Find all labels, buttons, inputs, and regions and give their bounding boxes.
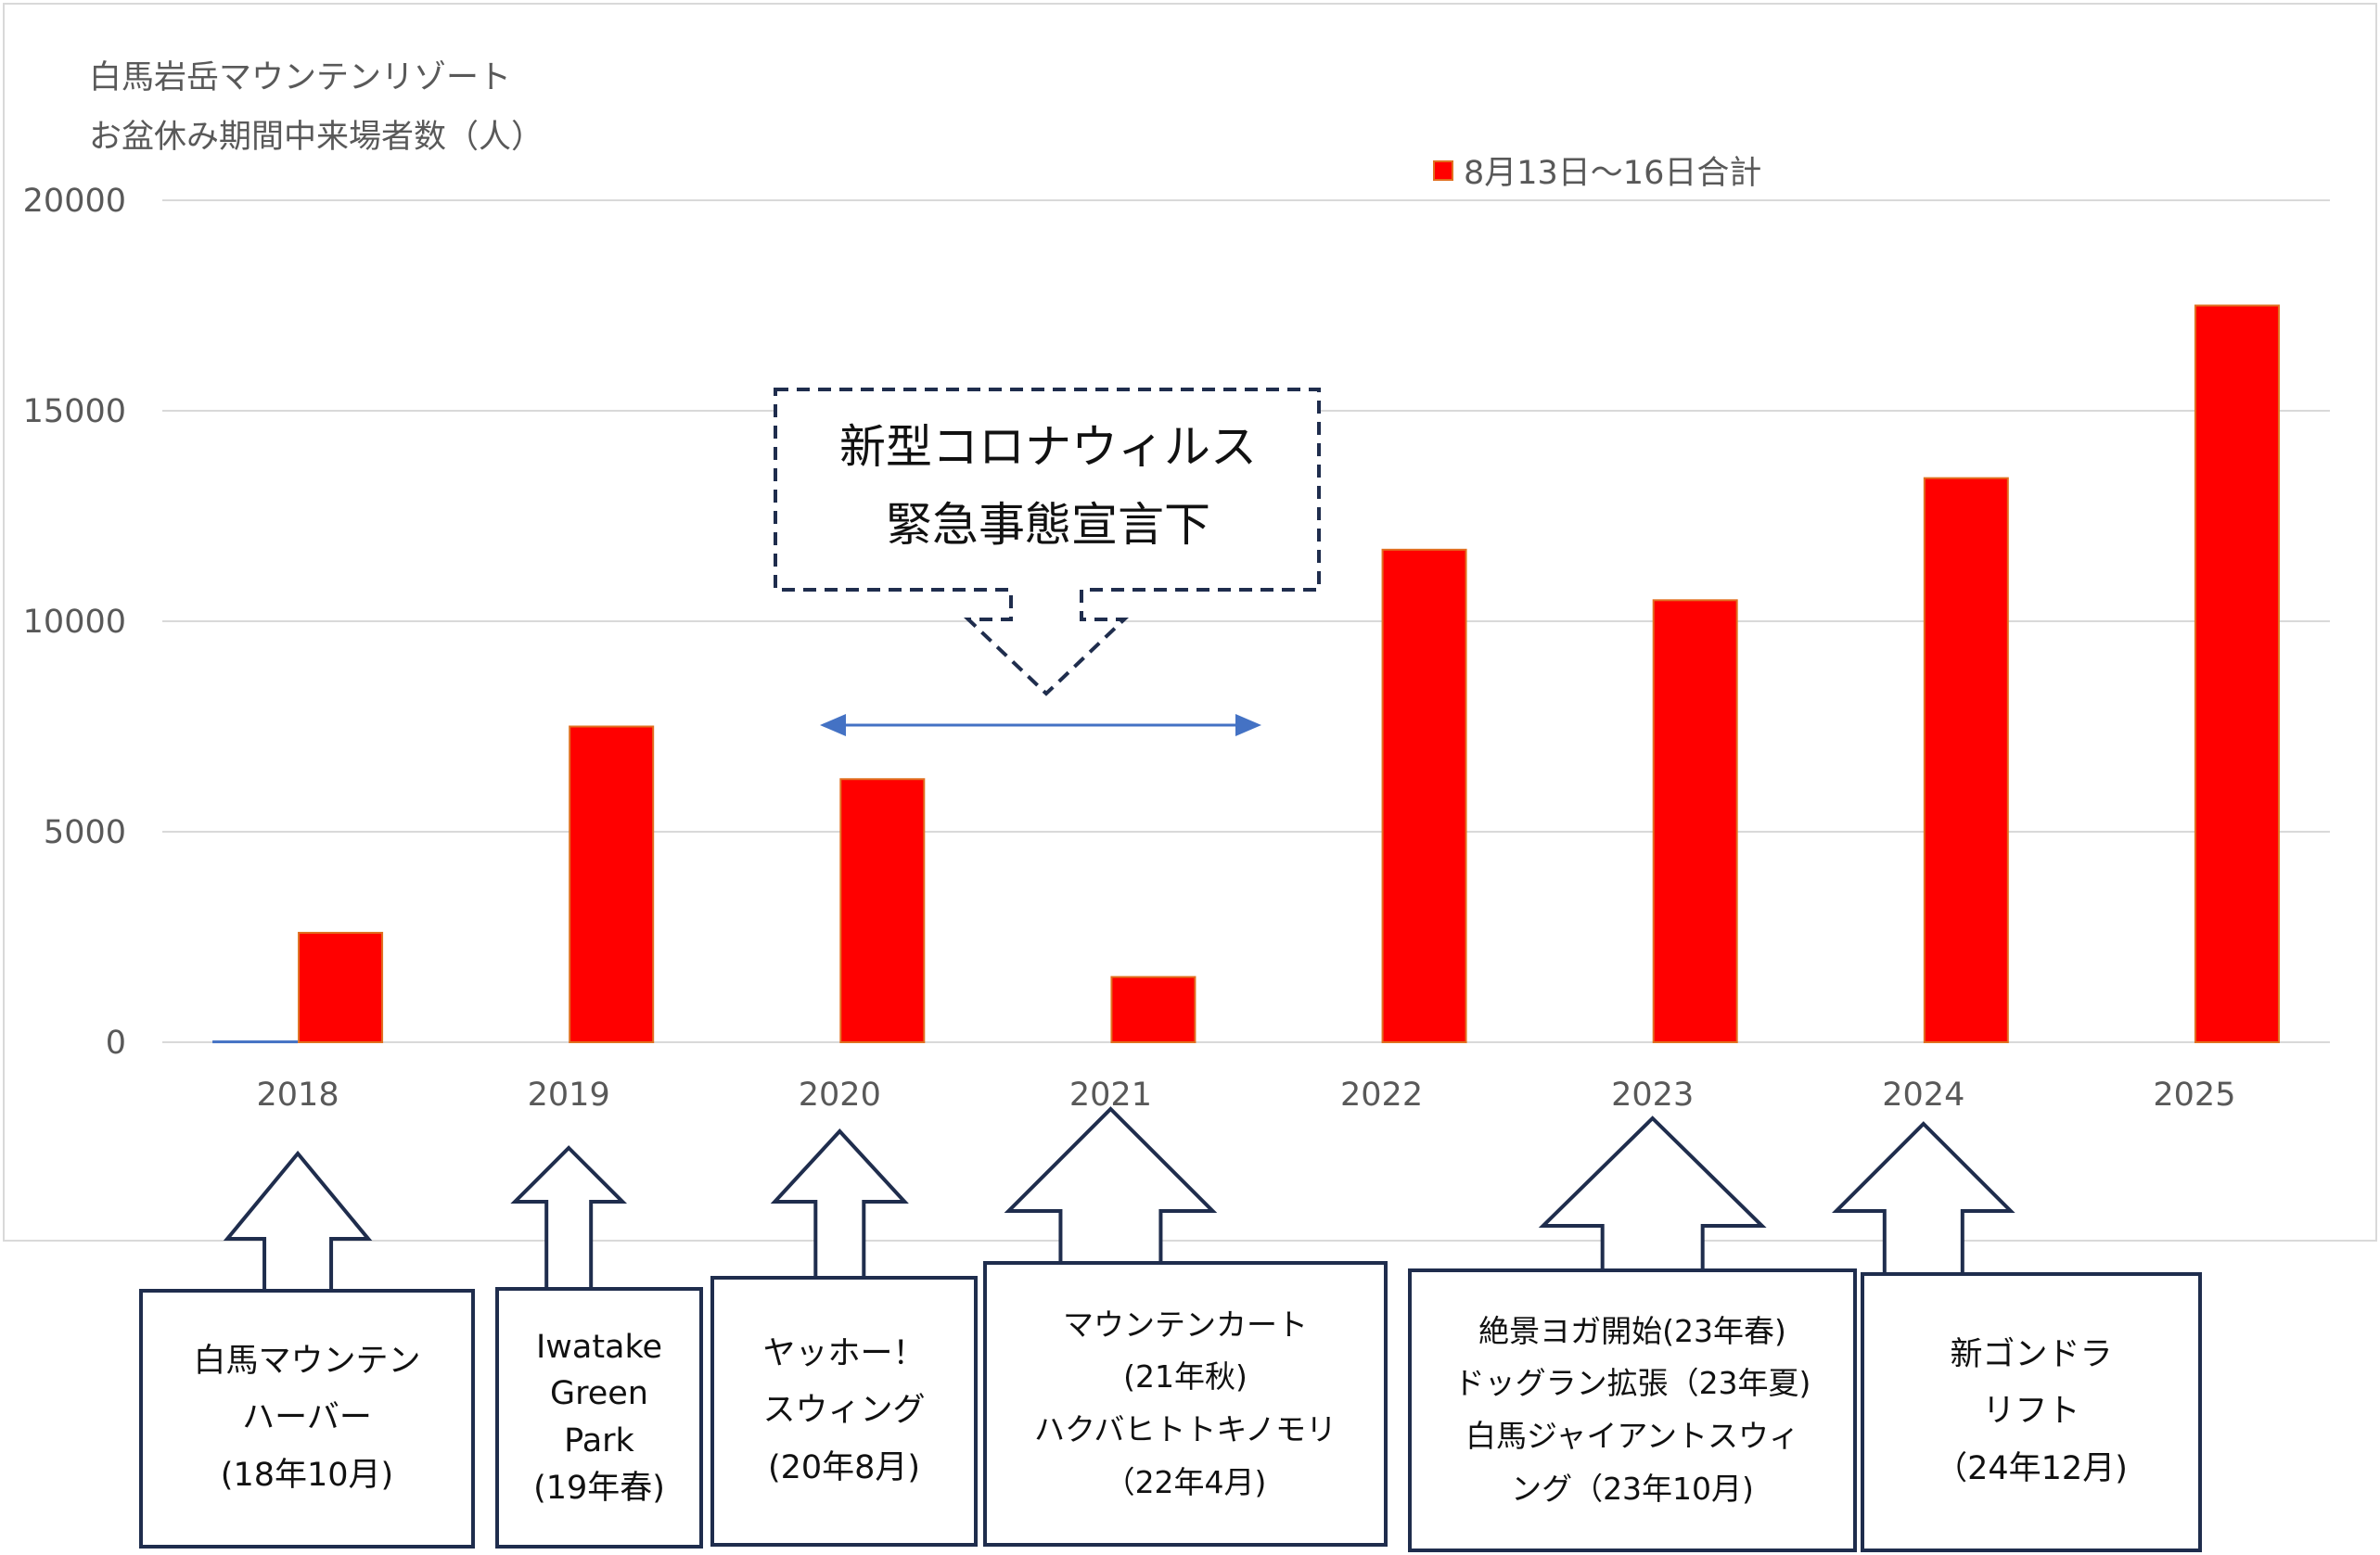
legend-swatch bbox=[1433, 160, 1453, 181]
covid-callout-box bbox=[774, 388, 1321, 696]
annotation-line: マウンテンカート bbox=[1063, 1306, 1308, 1343]
x-tick-label-2022: 2022 bbox=[1340, 1077, 1423, 1114]
chart-title-line-2: お盆休み期間中来場者数（人） bbox=[89, 119, 544, 156]
annotation-line: 白馬マウンテン bbox=[193, 1343, 421, 1381]
legend: 8月13日〜16日合計 bbox=[1433, 155, 1761, 192]
annotation-line: (20年8月) bbox=[767, 1448, 921, 1486]
covid-callout-text: 新型コロナウィルス 緊急事態宣言下 bbox=[775, 408, 1321, 564]
x-tick-label-2023: 2023 bbox=[1611, 1077, 1694, 1114]
annotation-box-2020: ヤッホー！ スウィング (20年8月) bbox=[710, 1276, 978, 1547]
y-axis-ticks: 0 5000 10000 15000 20000 bbox=[23, 183, 126, 1062]
bar-2022 bbox=[1381, 548, 1467, 1043]
y-tick-label: 10000 bbox=[23, 604, 126, 641]
y-tick-label: 0 bbox=[106, 1025, 126, 1062]
x-tick-label-2020: 2020 bbox=[799, 1077, 881, 1114]
annotation-arrows bbox=[223, 1106, 2015, 1293]
annotation-line: スウィング bbox=[762, 1392, 926, 1430]
annotation-line: 絶景ヨガ開始(23年春) bbox=[1478, 1312, 1786, 1349]
annotation-line: ハクバヒトトキノモリ bbox=[1033, 1411, 1337, 1447]
x-tick-label-2019: 2019 bbox=[528, 1077, 610, 1114]
annotation-line: (19年春) bbox=[533, 1469, 665, 1507]
annotation-line: Iwatake bbox=[535, 1328, 663, 1366]
covid-callout-line-1: 新型コロナウィルス bbox=[839, 420, 1257, 474]
bar-2025 bbox=[2194, 304, 2280, 1043]
annotation-box-2019: Iwatake Green Park (19年春) bbox=[495, 1287, 703, 1549]
annotation-line: ドッグラン拡張（23年夏) bbox=[1453, 1365, 1811, 1402]
annotation-line: リフト bbox=[1982, 1393, 2080, 1431]
bar-2024 bbox=[1923, 477, 2009, 1043]
annotation-line: Park bbox=[564, 1422, 634, 1459]
x-tick-label-2024: 2024 bbox=[1882, 1077, 1964, 1114]
annotation-line: ハーバー bbox=[242, 1399, 372, 1437]
covid-callout-line-2: 緊急事態宣言下 bbox=[886, 498, 1210, 552]
bar-2018-secondary bbox=[212, 1040, 299, 1044]
x-tick-label-2018: 2018 bbox=[257, 1077, 339, 1114]
annotation-line: ング（23年10月) bbox=[1511, 1470, 1754, 1507]
annotation-box-2021: マウンテンカート (21年秋) ハクバヒトトキノモリ （22年4月) bbox=[983, 1261, 1388, 1547]
bar-2019 bbox=[569, 725, 655, 1043]
annotation-line: 白馬ジャイアントスウィ bbox=[1465, 1418, 1800, 1454]
y-tick-label: 5000 bbox=[44, 814, 126, 851]
bar-2020 bbox=[839, 778, 926, 1043]
annotation-line: ヤッホー！ bbox=[762, 1335, 926, 1373]
chart-title-line-1: 白馬岩岳マウンテンリゾート bbox=[89, 59, 512, 96]
annotation-box-2023: 絶景ヨガ開始(23年春) ドッグラン拡張（23年夏) 白馬ジャイアントスウィ ン… bbox=[1408, 1268, 1857, 1552]
bar-2023 bbox=[1652, 599, 1738, 1043]
annotation-box-2024: 新ゴンドラ リフト （24年12月) bbox=[1861, 1272, 2202, 1552]
bar-2018 bbox=[298, 931, 384, 1044]
annotation-line: 新ゴンドラ bbox=[1950, 1336, 2113, 1374]
y-tick-label: 20000 bbox=[23, 183, 126, 220]
annotation-line: Green bbox=[550, 1375, 648, 1413]
annotation-line: (18年10月) bbox=[220, 1456, 394, 1494]
chart-title: 白馬岩岳マウンテンリゾート お盆休み期間中来場者数（人） bbox=[89, 48, 544, 167]
covid-period-arrow bbox=[820, 714, 1261, 736]
annotation-box-2018: 白馬マウンテン ハーバー (18年10月) bbox=[139, 1289, 475, 1549]
x-tick-label-2025: 2025 bbox=[2153, 1077, 2235, 1114]
annotation-line: （24年12月) bbox=[1935, 1449, 2128, 1487]
annotation-line: （22年4月) bbox=[1104, 1463, 1267, 1500]
annotation-line: (21年秋) bbox=[1123, 1358, 1248, 1396]
bars bbox=[212, 304, 2280, 1044]
y-tick-label: 15000 bbox=[23, 393, 126, 430]
bar-2021 bbox=[1110, 975, 1196, 1044]
legend-label: 8月13日〜16日合計 bbox=[1464, 155, 1761, 192]
